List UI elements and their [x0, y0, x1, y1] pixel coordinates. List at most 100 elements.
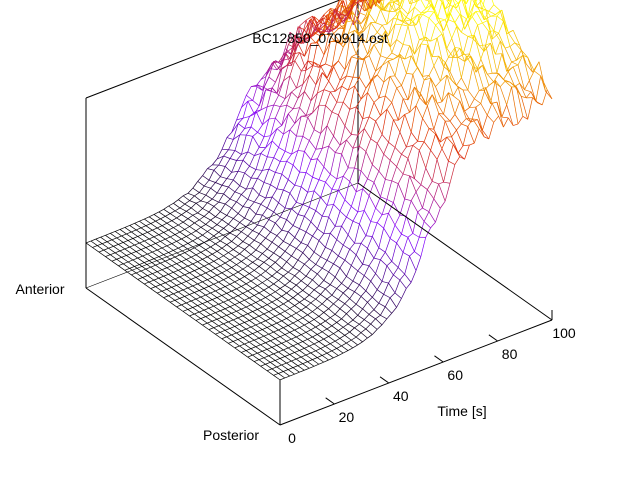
surface-segment [336, 345, 342, 349]
surface-segment [313, 341, 320, 345]
surface-segment [184, 252, 192, 258]
surface-segment [111, 258, 117, 262]
surface-segment [221, 215, 228, 220]
surface-segment [102, 241, 108, 244]
surface-segment [145, 247, 153, 253]
surface-segment [299, 369, 305, 373]
surface-segment [257, 352, 265, 359]
surface-segment [215, 268, 223, 274]
surface-segment [265, 320, 273, 326]
surface-segment [443, 12, 451, 31]
surface-segment [287, 267, 294, 273]
surface-segment [364, 22, 372, 31]
surface-segment [331, 294, 339, 300]
surface-segment [173, 250, 181, 256]
surface-segment [171, 285, 177, 288]
surface-segment [487, 72, 493, 75]
surface-segment [383, 9, 391, 12]
surface-segment [464, 0, 467, 5]
surface-segment [499, 10, 508, 34]
surface-segment [237, 295, 245, 301]
surface-segment [501, 104, 508, 118]
plot-box-front [85, 182, 553, 426]
surface-segment [247, 230, 253, 237]
surface-segment [254, 201, 261, 205]
surface-segment [308, 289, 315, 296]
surface-segment [320, 247, 326, 257]
box-edge-base-back [85, 182, 359, 289]
surface-segment [247, 290, 255, 296]
surface-segment [423, 75, 430, 81]
surface-segment [237, 206, 244, 214]
surface-segment [399, 131, 407, 148]
surface-segment [246, 134, 253, 137]
surface-segment [333, 303, 341, 310]
surface-segment [291, 248, 297, 257]
surface-segment [223, 279, 231, 285]
surface-segment [406, 17, 414, 22]
surface-segment [402, 158, 409, 175]
surface-segment [153, 277, 159, 281]
surface-segment [194, 270, 202, 276]
surface-segment [116, 237, 124, 243]
surface-segment [451, 136, 459, 154]
surface-segment [181, 302, 187, 306]
surface-segment [313, 251, 321, 258]
surface-segment [296, 36, 304, 44]
surface-segment [352, 0, 359, 25]
surface-segment [294, 237, 302, 243]
surface-segment [144, 260, 150, 263]
surface-segment [359, 128, 365, 147]
surface-segment [302, 204, 310, 208]
surface-segment [446, 0, 452, 18]
surface-segment [236, 330, 242, 334]
surface-segment [242, 241, 250, 246]
surface-segment [318, 280, 325, 287]
surface-segment [242, 313, 248, 317]
surface-segment [338, 46, 344, 62]
surface-segment [200, 316, 206, 319]
surface-segment [307, 314, 315, 320]
surface-segment [466, 118, 472, 123]
surface-segment [213, 169, 221, 177]
surface-segment [253, 318, 261, 324]
surface-segment [304, 348, 311, 354]
surface-segment [323, 89, 331, 93]
surface-segment [169, 299, 176, 303]
surface-segment [339, 125, 346, 146]
surface-segment [310, 84, 317, 101]
surface-segment [456, 0, 462, 9]
surface-segment [336, 239, 344, 246]
surface-segment [456, 129, 464, 146]
surface-segment [349, 331, 357, 338]
surface-segment [347, 323, 355, 329]
surface-segment [168, 205, 176, 212]
surface-segment [254, 266, 260, 271]
surface-segment [418, 141, 425, 151]
surface-segment [438, 113, 446, 122]
surface-segment [314, 32, 321, 37]
surface-segment [270, 340, 278, 346]
surface-segment [401, 153, 409, 159]
surface-segment [357, 188, 363, 213]
surface-segment [191, 254, 197, 258]
surface-segment [237, 317, 245, 323]
surface-segment [339, 267, 347, 277]
surface-segment [355, 336, 363, 343]
surface-segment [98, 251, 106, 257]
x-tick-mark [379, 376, 390, 384]
surface-segment [499, 40, 508, 72]
surface-segment [499, 86, 508, 105]
surface-segment [291, 135, 297, 155]
surface-segment [407, 86, 415, 101]
surface-segment [241, 330, 248, 336]
surface-segment [488, 122, 495, 140]
surface-segment [278, 134, 284, 148]
surface-segment [247, 354, 253, 358]
surface-segment [376, 24, 383, 33]
surface-segment [213, 327, 221, 333]
surface-segment [229, 306, 237, 312]
surface-segment [354, 323, 360, 329]
surface-segment [254, 194, 260, 203]
surface-segment [300, 354, 307, 358]
